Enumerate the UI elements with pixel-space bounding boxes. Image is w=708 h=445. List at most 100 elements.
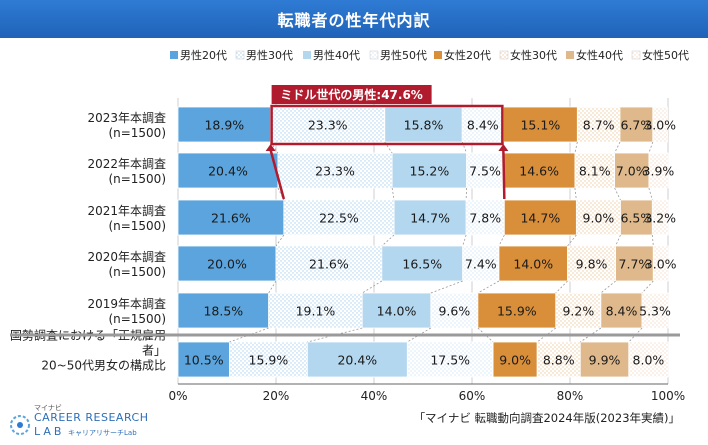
series-connector bbox=[556, 281, 568, 293]
category-label: 2020年本調査 bbox=[87, 250, 166, 264]
value-label: 21.6% bbox=[211, 211, 251, 226]
value-label: 16.5% bbox=[402, 257, 442, 272]
value-label: 7.8% bbox=[469, 211, 501, 226]
value-label: 3.2% bbox=[644, 211, 676, 226]
x-tick-label: 0% bbox=[168, 389, 187, 403]
category-label: 2023年本調査 bbox=[87, 111, 166, 125]
series-connector bbox=[431, 281, 463, 293]
value-label: 15.8% bbox=[404, 118, 444, 133]
value-label: 21.6% bbox=[309, 257, 349, 272]
category-label: 20~50代男女の構成比 bbox=[41, 358, 166, 373]
legend-swatch bbox=[632, 51, 640, 59]
category-label: (n=1500) bbox=[108, 265, 166, 279]
value-label: 22.5% bbox=[319, 211, 359, 226]
logo-kana2: キャリアリサーチLab bbox=[68, 428, 137, 438]
legend-label: 男性30代 bbox=[246, 48, 293, 62]
series-connector bbox=[616, 235, 621, 246]
value-label: 9.0% bbox=[583, 211, 615, 226]
value-label: 8.8% bbox=[543, 353, 575, 368]
value-label: 8.0% bbox=[633, 353, 665, 368]
value-label: 14.7% bbox=[410, 211, 450, 226]
category-label: (n=1500) bbox=[108, 172, 166, 186]
value-label: 3.9% bbox=[643, 164, 675, 179]
value-label: 17.5% bbox=[430, 353, 470, 368]
value-label: 15.1% bbox=[520, 118, 560, 133]
value-label: 14.0% bbox=[377, 304, 417, 319]
value-label: 9.2% bbox=[562, 304, 594, 319]
series-connector bbox=[382, 235, 394, 246]
series-connector bbox=[499, 235, 504, 246]
x-tick-label: 100% bbox=[651, 389, 685, 403]
series-connector bbox=[649, 142, 653, 153]
x-tick-label: 20% bbox=[263, 389, 290, 403]
series-connector bbox=[478, 281, 499, 293]
legend-label: 男性20代 bbox=[180, 48, 227, 62]
value-label: 9.6% bbox=[438, 304, 470, 319]
value-label: 7.4% bbox=[465, 257, 497, 272]
x-tick-label: 80% bbox=[557, 389, 584, 403]
value-label: 7.5% bbox=[469, 164, 501, 179]
category-label: (n=1500) bbox=[108, 126, 166, 140]
value-label: 14.0% bbox=[513, 257, 553, 272]
legend-label: 女性20代 bbox=[444, 48, 491, 62]
value-label: 14.6% bbox=[519, 164, 559, 179]
category-label: 2021年本調査 bbox=[87, 204, 166, 218]
category-label: 者」 bbox=[142, 344, 166, 358]
legend-label: 女性50代 bbox=[642, 48, 689, 62]
logo-line1: CAREER RESEARCH bbox=[34, 411, 149, 424]
value-label: 9.9% bbox=[589, 353, 621, 368]
legend-label: 男性50代 bbox=[380, 48, 427, 62]
series-connector bbox=[362, 281, 382, 293]
series-connector bbox=[615, 188, 621, 200]
series-connector bbox=[568, 235, 577, 246]
value-label: 20.0% bbox=[207, 257, 247, 272]
value-label: 23.3% bbox=[315, 164, 355, 179]
category-label: (n=1500) bbox=[108, 312, 166, 326]
legend-label: 女性40代 bbox=[576, 48, 623, 62]
legend-swatch bbox=[566, 51, 574, 59]
value-label: 15.9% bbox=[249, 353, 289, 368]
legend-label: 男性40代 bbox=[313, 48, 360, 62]
category-label: (n=1500) bbox=[108, 219, 166, 233]
value-label: 5.3% bbox=[639, 304, 671, 319]
value-label: 3.0% bbox=[645, 257, 677, 272]
series-connector bbox=[642, 281, 653, 293]
value-label: 18.9% bbox=[204, 118, 244, 133]
series-connector bbox=[575, 142, 577, 153]
value-label: 8.7% bbox=[583, 118, 615, 133]
value-label: 20.4% bbox=[208, 164, 248, 179]
value-label: 19.1% bbox=[296, 304, 336, 319]
callout-arrow bbox=[503, 150, 504, 199]
series-connector bbox=[392, 188, 394, 200]
value-label: 15.2% bbox=[410, 164, 450, 179]
value-label: 20.4% bbox=[337, 353, 377, 368]
value-label: 8.4% bbox=[606, 304, 638, 319]
series-connector bbox=[269, 281, 276, 293]
value-label: 14.7% bbox=[520, 211, 560, 226]
value-label: 18.5% bbox=[203, 304, 243, 319]
career-research-lab-logo: マイナビ CAREER RESEARCH LAB キャリアリサーチLab bbox=[6, 403, 166, 441]
legend-swatch bbox=[170, 51, 178, 59]
series-connector bbox=[276, 235, 284, 246]
series-connector bbox=[575, 188, 576, 200]
category-label: 2019年本調査 bbox=[87, 297, 166, 311]
value-label: 8.4% bbox=[467, 118, 499, 133]
value-label: 9.0% bbox=[499, 353, 531, 368]
series-connector bbox=[601, 281, 616, 293]
value-label: 23.3% bbox=[308, 118, 348, 133]
legend-label: 女性30代 bbox=[510, 48, 557, 62]
value-label: 8.1% bbox=[579, 164, 611, 179]
series-connector bbox=[463, 235, 466, 246]
series-connector bbox=[649, 188, 652, 200]
legend-swatch bbox=[370, 51, 378, 59]
legend-swatch bbox=[500, 51, 508, 59]
x-tick-label: 60% bbox=[459, 389, 486, 403]
value-label: 15.9% bbox=[497, 304, 537, 319]
x-tick-label: 40% bbox=[361, 389, 388, 403]
legend-swatch bbox=[303, 51, 311, 59]
value-label: 3.0% bbox=[644, 118, 676, 133]
series-connector bbox=[615, 142, 620, 153]
legend-swatch bbox=[236, 51, 244, 59]
